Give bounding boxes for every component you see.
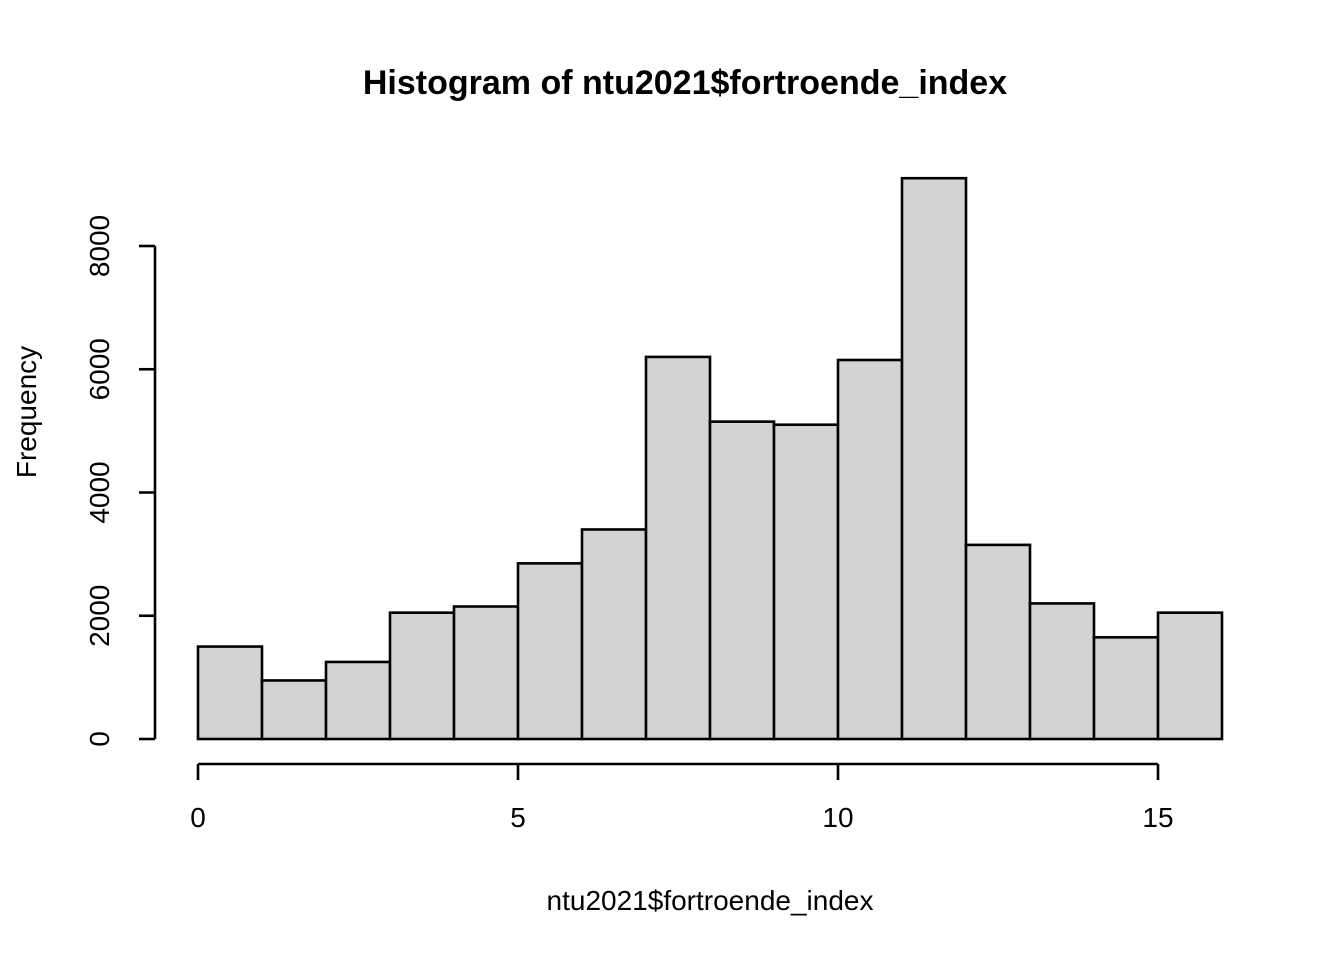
bars-group (196, 176, 1224, 741)
histogram-bar (324, 660, 392, 741)
histogram-bar (580, 528, 648, 741)
y-tick-label: 8000 (84, 215, 115, 277)
histogram-bar (196, 645, 264, 741)
histogram-bar (836, 358, 904, 741)
histogram-bar (1092, 636, 1160, 741)
y-tick-label: 6000 (84, 338, 115, 400)
x-tick-label: 5 (510, 802, 526, 833)
histogram-bar (964, 543, 1032, 741)
histogram-bar (772, 423, 840, 741)
histogram-bar (1156, 611, 1224, 741)
axes-group: 0 2000 4000 6000 8000 0 5 10 15 (84, 215, 1174, 833)
histogram-bar (516, 562, 584, 741)
y-tick-label: 2000 (84, 585, 115, 647)
chart-title: Histogram of ntu2021$fortroende_index (363, 64, 1007, 102)
histogram-bar (644, 355, 712, 741)
histogram-bar (452, 605, 520, 741)
x-axis-title: ntu2021$fortroende_index (547, 885, 874, 916)
histogram-bar (900, 176, 968, 741)
y-axis-title: Frequency (11, 346, 42, 478)
histogram-bar (388, 611, 456, 741)
y-tick-label: 4000 (84, 461, 115, 523)
x-tick-label: 0 (190, 802, 206, 833)
histogram-bar (708, 420, 776, 741)
histogram-bar (1028, 602, 1096, 741)
x-tick-label: 10 (822, 802, 853, 833)
x-tick-label: 15 (1142, 802, 1173, 833)
y-tick-label: 0 (84, 731, 115, 747)
histogram-bar (260, 679, 328, 741)
